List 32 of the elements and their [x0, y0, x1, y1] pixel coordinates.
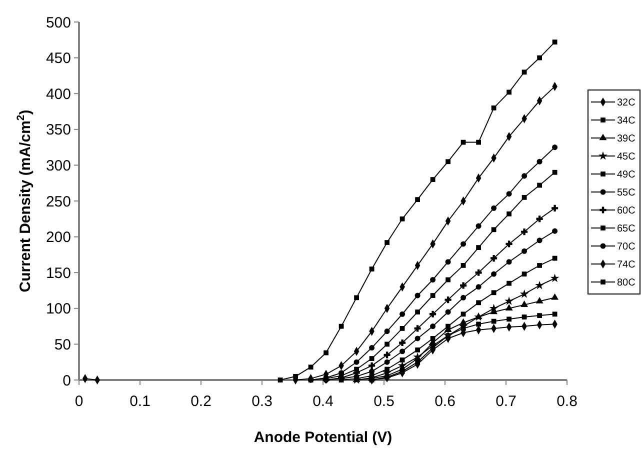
x-tick-label: 0	[74, 393, 84, 410]
y-tick-label: 50	[54, 336, 71, 354]
y-tick-label: 500	[46, 14, 71, 32]
x-tick-label: 0.8	[556, 393, 578, 410]
y-tick-label: 350	[46, 122, 71, 139]
legend-label: 34C	[617, 116, 636, 126]
x-tick-label: 0.2	[190, 393, 212, 410]
y-tick-label: 200	[46, 229, 71, 246]
legend-label: 49C	[617, 170, 636, 180]
x-tick-label: 0.1	[130, 393, 150, 410]
y-tick-label: 450	[46, 50, 71, 68]
legend-label: 74C	[617, 260, 636, 270]
y-tick-label: 0	[62, 372, 71, 390]
x-tick-label: 0.5	[374, 393, 394, 410]
y-tick-label: 400	[46, 86, 71, 103]
y-tick-label: 100	[46, 300, 71, 318]
x-tick-label: 0.7	[496, 393, 516, 410]
legend-label: 80C	[617, 278, 636, 288]
y-tick-label: 150	[46, 264, 71, 282]
legend-label: 60C	[617, 206, 636, 216]
legend-label: 70C	[617, 242, 636, 252]
x-tick-label: 0.3	[252, 393, 272, 410]
legend-label: 45C	[617, 152, 636, 162]
y-tick-label: 250	[46, 193, 71, 210]
x-tick-label: 0.6	[434, 393, 456, 410]
x-axis-title: Anode Potential (V)	[254, 429, 392, 446]
legend-label: 55C	[617, 188, 636, 198]
y-tick-label: 300	[46, 157, 71, 174]
legend-label: 65C	[617, 224, 636, 234]
legend-label: 32C	[617, 98, 636, 108]
x-tick-label: 0.4	[312, 393, 334, 410]
legend-label: 39C	[617, 134, 636, 144]
